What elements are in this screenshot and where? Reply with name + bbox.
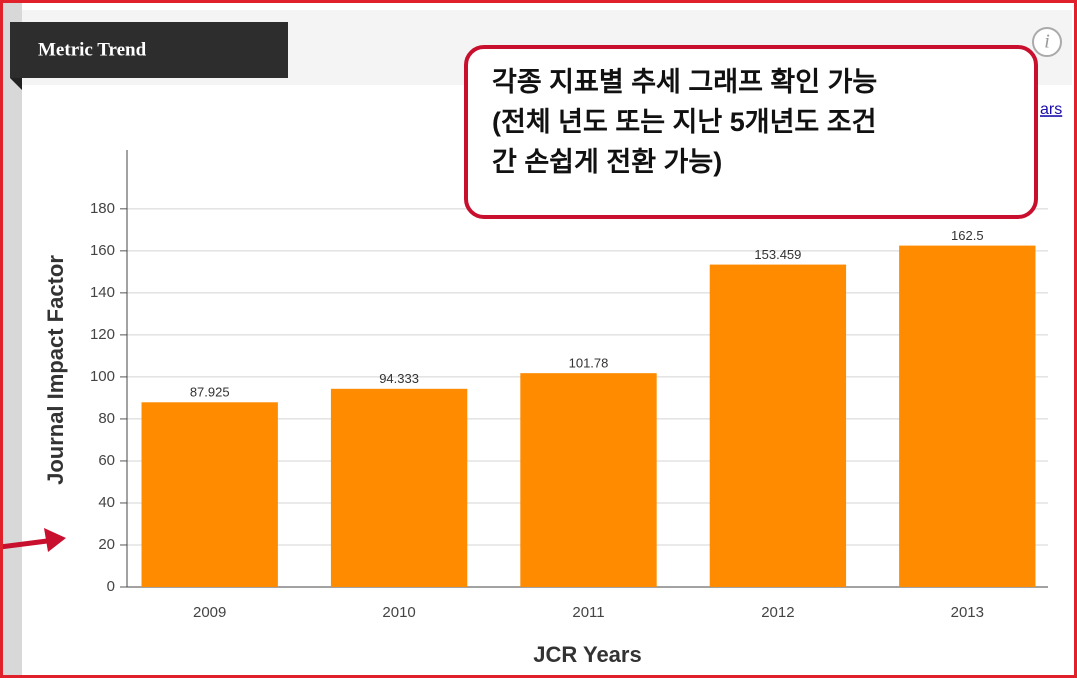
annotation-line: 간 손쉽게 전환 가능)	[492, 147, 722, 177]
chart: 0 20 40 60 80 100 120 140 160 180 Journal Impact F…	[43, 150, 1048, 667]
arrow-head	[44, 528, 66, 552]
annotation: 각종 지표별 추세 그래프 확인 가능 (전체 년도 또는 지난 5개년도 조건간…	[492, 67, 877, 177]
x-tick-label: 2011	[572, 604, 604, 621]
bar	[330, 388, 468, 587]
x-tick-label: 2009	[193, 604, 226, 621]
info-icon[interactable]	[1032, 27, 1062, 57]
data-label: 162.5	[951, 228, 984, 243]
title-tab	[10, 22, 288, 78]
y-tick-label: 120	[90, 326, 115, 343]
bar	[709, 264, 847, 587]
y-axis-label: Journal Impact Factor	[43, 255, 68, 485]
y-tick-label: 80	[98, 410, 115, 427]
y-tick-label: 140	[90, 284, 115, 301]
annotation-line: 각종 지표별 추세 그래프 확인 가능	[492, 67, 877, 97]
x-axis-label: JCR Years	[533, 642, 641, 667]
data-label: 94.333	[379, 371, 419, 386]
x-tick-label: 2013	[951, 604, 984, 621]
annotation-line: (전체 년도 또는 지난 5개년도 조건	[492, 107, 876, 137]
arrow-shaft	[0, 537, 56, 550]
annotation-box	[464, 45, 1038, 219]
data-label: 153.459	[754, 247, 801, 262]
data-label: 87.925	[190, 385, 230, 400]
tab-fold	[10, 78, 22, 90]
y-tick-label: 0	[107, 578, 115, 595]
x-tick-label: 2010	[382, 604, 415, 621]
y-tick-label: 160	[90, 242, 115, 259]
y-tick-label: 180	[90, 200, 115, 217]
panel-title: Metric Trend	[38, 39, 147, 60]
y-tick-label: 100	[90, 368, 115, 385]
bar	[141, 402, 278, 587]
y-tick-label: 20	[98, 536, 115, 553]
bar	[899, 245, 1036, 587]
info-icon-glyph: i	[1044, 31, 1050, 53]
arrow	[0, 528, 66, 552]
y-tick-label: 60	[98, 452, 115, 469]
period-link[interactable]: ars	[1040, 101, 1062, 118]
x-tick-label: 2012	[761, 604, 794, 621]
y-tick-label: 40	[98, 494, 115, 511]
bar	[520, 373, 657, 587]
data-label: 101.78	[569, 356, 609, 371]
side-strip	[0, 0, 22, 678]
